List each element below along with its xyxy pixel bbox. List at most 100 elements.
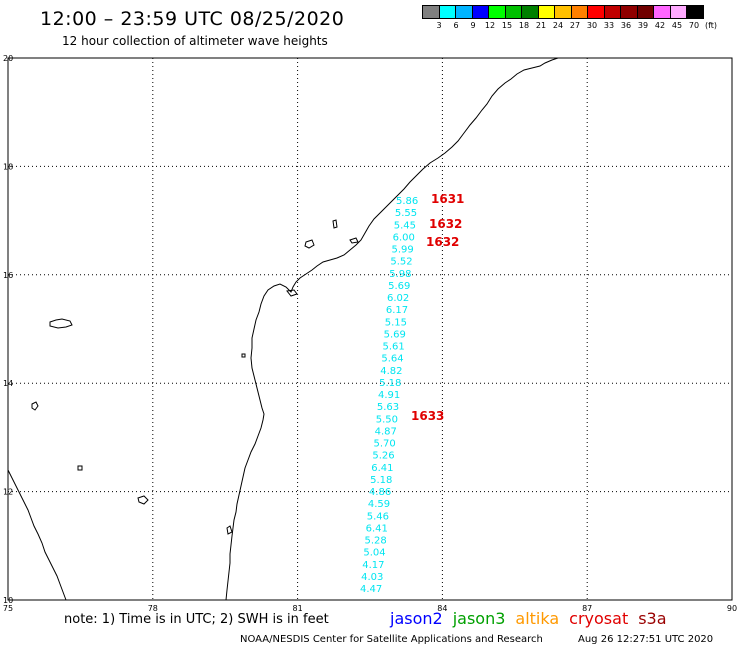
map-grid <box>7 57 733 601</box>
island-small <box>241 353 246 358</box>
longitude-tick-label: 75 <box>3 604 13 613</box>
swh-value: 5.69 <box>388 281 410 292</box>
swh-value: 5.18 <box>370 475 392 486</box>
island-small <box>49 318 73 329</box>
legend-swatches <box>422 5 704 19</box>
longitude-tick-label: 84 <box>437 604 447 613</box>
island-small <box>286 289 298 297</box>
satellite-jason2: jason2 <box>390 609 443 628</box>
swh-value: 4.03 <box>361 572 383 583</box>
legend-label: 21 <box>535 21 547 30</box>
legend-label: 12 <box>484 21 496 30</box>
coastline <box>7 57 559 601</box>
latitude-tick-label: 18 <box>3 162 13 171</box>
island-small <box>349 237 359 244</box>
swh-value: 5.70 <box>374 439 396 450</box>
legend-label: 42 <box>654 21 666 30</box>
footer-credit: NOAA/NESDIS Center for Satellite Applica… <box>240 634 543 645</box>
coastline-sri-lanka <box>7 469 67 601</box>
legend-label: 27 <box>569 21 581 30</box>
swh-value: 5.18 <box>379 378 401 389</box>
legend-label: 30 <box>586 21 598 30</box>
legend-label: 45 <box>671 21 683 30</box>
legend-label: 24 <box>552 21 564 30</box>
map-frame <box>7 57 733 601</box>
swh-value: 6.41 <box>366 523 388 534</box>
swh-value: 6.17 <box>386 305 408 316</box>
legend-label: 15 <box>501 21 513 30</box>
longitude-tick-label: 87 <box>582 604 592 613</box>
pass-labels: 1631 1632 1632 1633 <box>411 192 464 423</box>
legend-label: (ft) <box>704 21 718 30</box>
axis-tick-labels: 75 78 81 84 87 90 20 18 16 14 12 10 <box>3 54 737 613</box>
swh-value: 4.17 <box>362 560 384 571</box>
swh-value: 5.98 <box>389 269 411 280</box>
footer-note: note: 1) Time is in UTC; 2) SWH is in fe… <box>64 612 329 627</box>
swh-value: 4.87 <box>375 426 397 437</box>
swh-value: 5.99 <box>392 245 414 256</box>
latitude-tick-label: 12 <box>3 488 13 497</box>
legend-label: 18 <box>518 21 530 30</box>
swh-value: 4.59 <box>368 499 390 510</box>
legend-label: 6 <box>453 21 459 30</box>
legend-labels: 3 6 9 12 15 18 21 24 27 30 33 36 39 42 45 70 (ft) <box>422 19 717 31</box>
pass-label: 1632 <box>426 235 459 249</box>
swh-value: 5.26 <box>372 451 394 462</box>
swh-value: 5.46 <box>367 511 389 522</box>
island-small <box>226 525 233 535</box>
swh-value: 5.45 <box>394 220 416 231</box>
swh-value: 5.52 <box>390 257 412 268</box>
swh-value: 6.41 <box>371 463 393 474</box>
legend-label: 39 <box>637 21 649 30</box>
pass-label: 1632 <box>429 217 462 231</box>
swh-value: 4.91 <box>378 390 400 401</box>
longitude-tick-label: 78 <box>148 604 158 613</box>
swh-value: 4.47 <box>360 584 382 595</box>
latitude-tick-label: 20 <box>3 54 13 63</box>
swh-value: 5.15 <box>385 317 407 328</box>
latitude-tick-label: 16 <box>3 271 13 280</box>
coastline-india-east <box>225 57 559 601</box>
pass-label: 1631 <box>431 192 464 206</box>
satellite-legend: jason2 jason3 altika cryosat s3a <box>390 609 677 628</box>
satellite-cryosat: cryosat <box>569 609 629 628</box>
legend-label: 33 <box>603 21 615 30</box>
legend-swatch <box>686 5 704 19</box>
satellite-s3a: s3a <box>638 609 667 628</box>
swh-value: 5.61 <box>383 342 405 353</box>
footer-timestamp: Aug 26 12:27:51 UTC 2020 <box>578 634 714 645</box>
legend-label: 36 <box>620 21 632 30</box>
island-small <box>304 239 315 249</box>
legend-label: 70 <box>688 21 700 30</box>
swh-value: 5.55 <box>395 208 417 219</box>
swh-value: 5.04 <box>363 548 385 559</box>
swh-value: 5.63 <box>377 402 399 413</box>
legend-label: 9 <box>470 21 476 30</box>
wave-height-track: 5.865.555.456.005.995.525.985.696.026.17… <box>360 196 418 595</box>
swh-value: 5.28 <box>365 536 387 547</box>
island-small <box>137 495 149 505</box>
swh-value: 5.50 <box>376 414 398 425</box>
island-small <box>332 219 338 229</box>
swh-value: 4.86 <box>369 487 391 498</box>
chart-title: 12:00 – 23:59 UTC 08/25/2020 <box>40 8 345 30</box>
pass-label: 1633 <box>411 409 444 423</box>
chart-subtitle: 12 hour collection of altimeter wave hei… <box>62 34 328 48</box>
swh-value: 6.00 <box>393 232 415 243</box>
island-small <box>77 465 83 471</box>
swh-value: 4.82 <box>380 366 402 377</box>
latitude-tick-label: 14 <box>3 379 13 388</box>
longitude-tick-label: 81 <box>293 604 303 613</box>
longitude-tick-label: 90 <box>727 604 737 613</box>
color-legend: 3 6 9 12 15 18 21 24 27 30 33 36 39 42 45 70 (ft) <box>422 5 717 31</box>
swh-value: 5.69 <box>384 329 406 340</box>
latitude-tick-label: 10 <box>3 596 13 605</box>
legend-label: 3 <box>436 21 442 30</box>
satellite-jason3: jason3 <box>452 609 506 628</box>
swh-value: 6.02 <box>387 293 409 304</box>
satellite-altika: altika <box>515 609 560 628</box>
island-small <box>31 401 39 411</box>
swh-value: 5.86 <box>396 196 418 207</box>
swh-value: 5.64 <box>381 354 403 365</box>
